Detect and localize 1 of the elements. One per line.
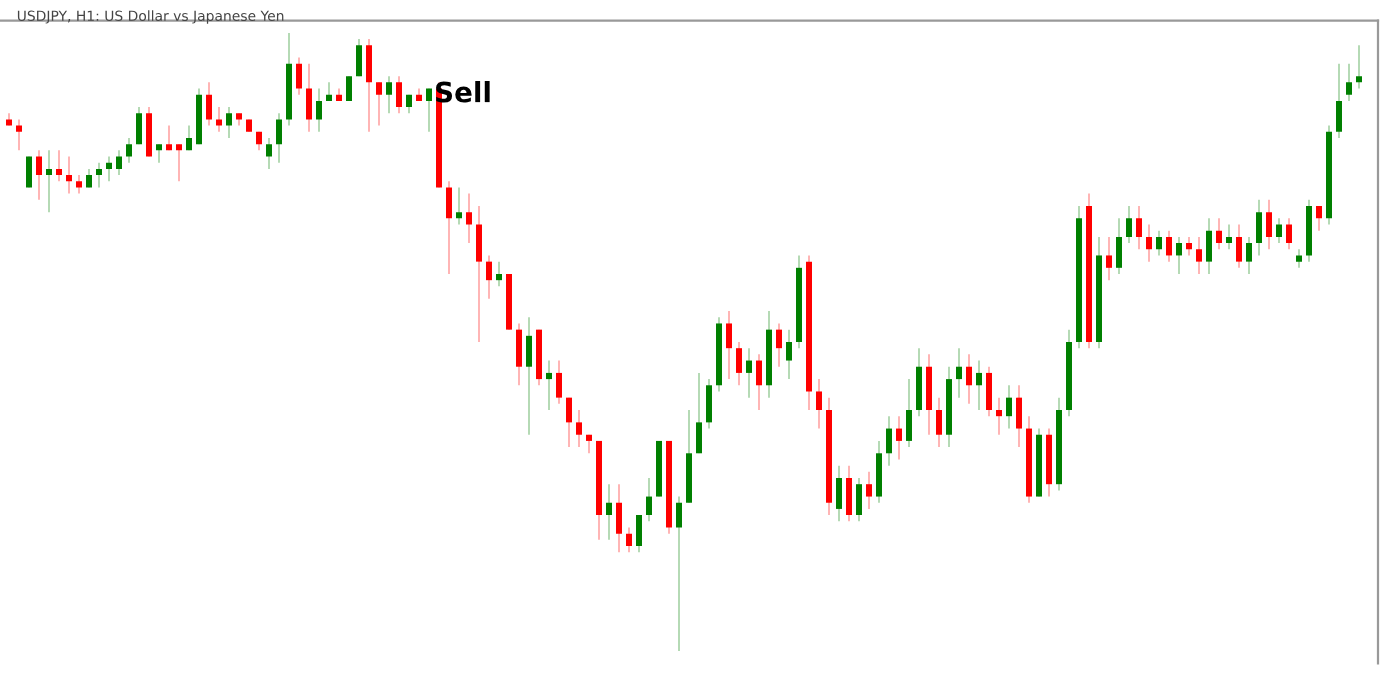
candlestick — [346, 75, 352, 102]
